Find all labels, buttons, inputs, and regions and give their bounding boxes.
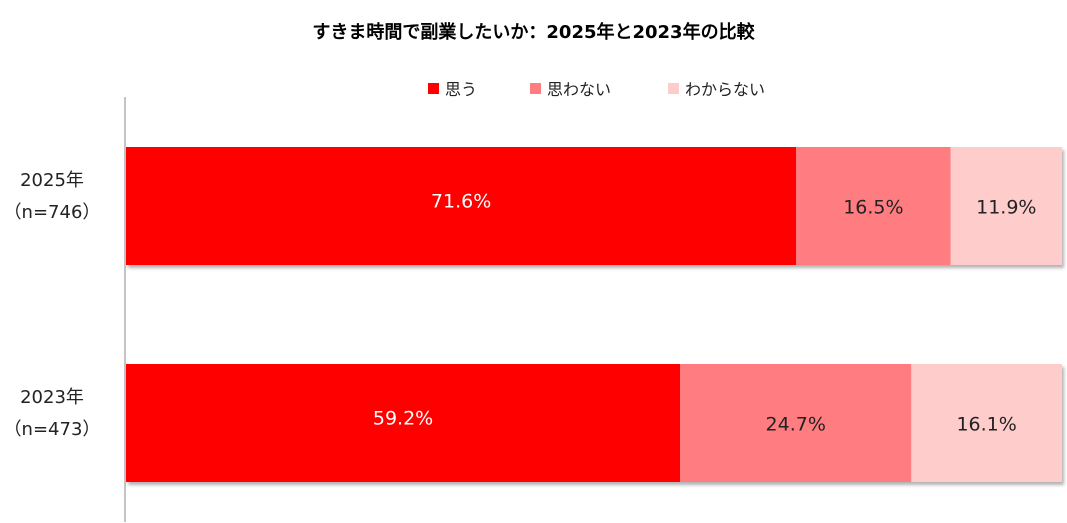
bar-segment [126, 364, 681, 482]
category-label: 2025年 [20, 170, 84, 191]
bar-segment [911, 364, 1062, 482]
legend-swatch-agree [428, 82, 439, 94]
category-sublabel: （n=746） [4, 202, 101, 223]
data-label: 16.1% [956, 414, 1016, 436]
category-sublabel: （n=473） [4, 419, 101, 440]
bar-segment [680, 364, 912, 482]
legend-label-disagree: 思わない [547, 80, 612, 99]
data-label: 71.6% [431, 191, 491, 213]
data-label: 16.5% [843, 197, 903, 219]
bar-segment [126, 147, 797, 265]
bar-segment [950, 147, 1062, 265]
legend-item-unknown: わからない [668, 76, 765, 100]
data-label: 11.9% [976, 197, 1036, 219]
legend-swatch-disagree [530, 82, 541, 94]
legend-label-agree: 思う [445, 80, 478, 99]
bar-row-2023年 [126, 364, 1062, 482]
legend-item-agree: 思う [428, 76, 477, 100]
bar-row-2025年 [126, 147, 1062, 265]
data-label: 59.2% [373, 408, 433, 430]
legend-swatch-unknown [668, 82, 679, 94]
legend-label-unknown: わからない [685, 80, 766, 99]
legend-item-disagree: 思わない [530, 76, 611, 100]
data-label: 24.7% [766, 414, 826, 436]
chart-title: すきま時間で副業したいか：2025年と2023年の比較 [312, 22, 755, 43]
bar-segment [796, 147, 951, 265]
category-label: 2023年 [20, 387, 84, 408]
